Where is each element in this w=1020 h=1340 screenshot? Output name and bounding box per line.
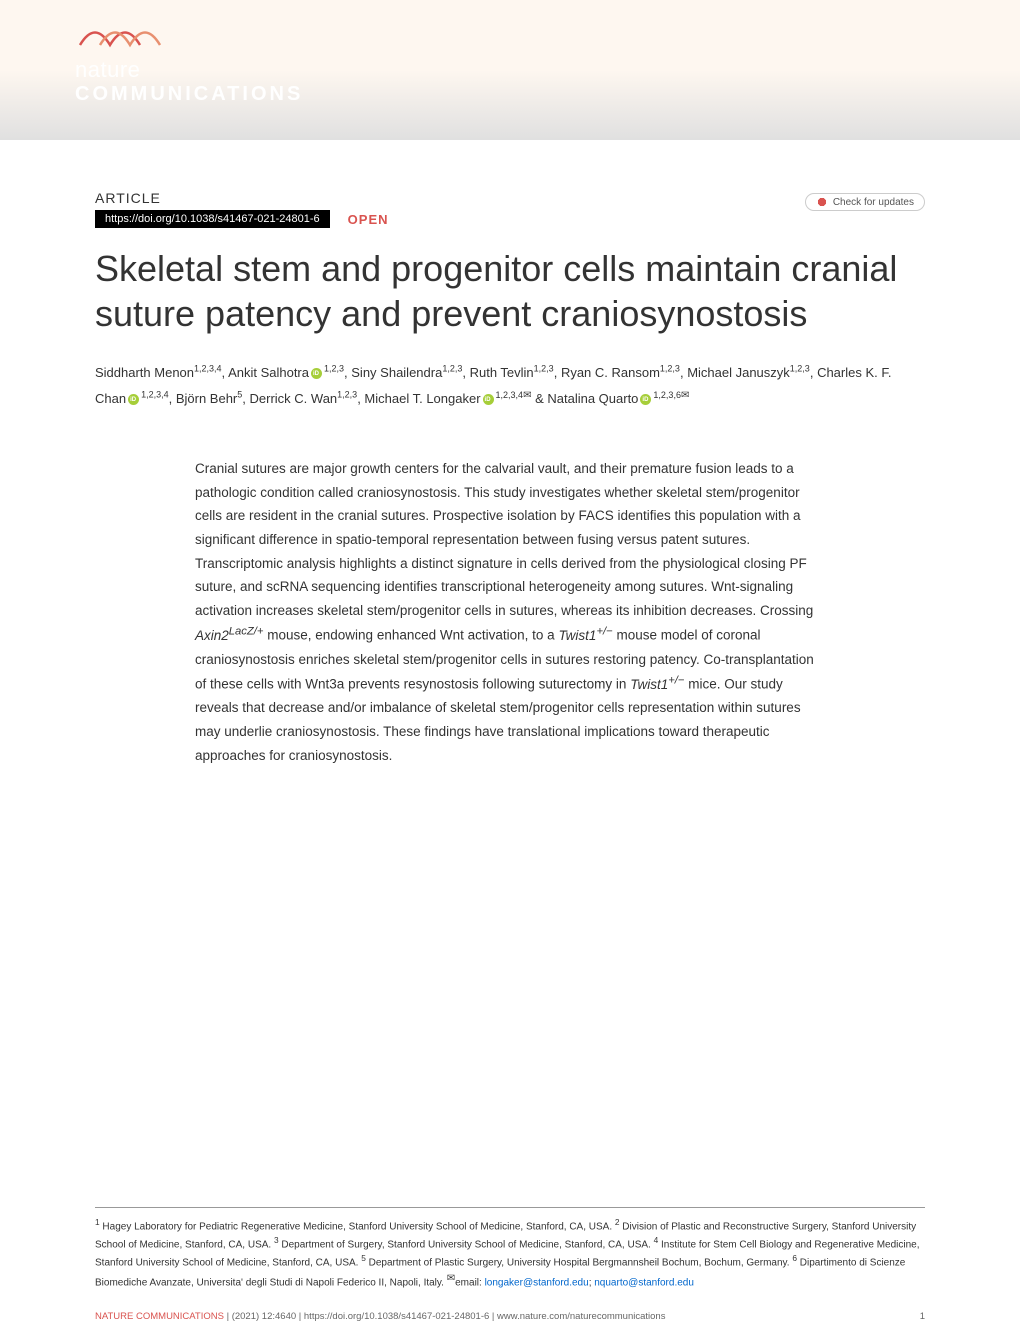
author: Natalina Quarto1,2,3,6✉: [547, 391, 689, 406]
page-footer: NATURE COMMUNICATIONS | (2021) 12:4640 |…: [95, 1311, 925, 1322]
author: Michael Januszyk1,2,3,: [687, 365, 817, 380]
author: Ruth Tevlin1,2,3,: [470, 365, 561, 380]
footer-left: NATURE COMMUNICATIONS | (2021) 12:4640 |…: [95, 1311, 665, 1322]
email-label: email:: [455, 1277, 482, 1288]
doi-row: https://doi.org/10.1038/s41467-021-24801…: [95, 210, 925, 228]
author: Björn Behr5,: [176, 391, 250, 406]
journal-name: nature COMMUNICATIONS: [75, 57, 303, 106]
logo-wave-icon: [75, 15, 215, 50]
orcid-icon[interactable]: [128, 394, 139, 405]
article-type-label: ARTICLE: [95, 190, 925, 206]
author: Siny Shailendra1,2,3,: [351, 365, 469, 380]
author-list: Siddharth Menon1,2,3,4, Ankit Salhotra1,…: [95, 361, 925, 412]
author: Ankit Salhotra1,2,3,: [228, 365, 351, 380]
corresponding-email-link[interactable]: longaker@stanford.edu: [485, 1277, 589, 1288]
abstract: Cranial sutures are major growth centers…: [195, 457, 815, 767]
open-access-badge: OPEN: [348, 212, 389, 227]
journal-logo: nature COMMUNICATIONS: [75, 15, 303, 106]
envelope-icon: ✉: [523, 390, 531, 401]
orcid-icon[interactable]: [483, 394, 494, 405]
author: Michael T. Longaker1,2,3,4✉ &: [364, 391, 547, 406]
footer-page-number: 1: [920, 1311, 925, 1322]
author: Derrick C. Wan1,2,3,: [250, 391, 365, 406]
author: Siddharth Menon1,2,3,4,: [95, 365, 228, 380]
footer-journal: NATURE COMMUNICATIONS: [95, 1311, 224, 1322]
envelope-icon: ✉: [681, 390, 689, 401]
footer-citation: (2021) 12:4640 | https://doi.org/10.1038…: [232, 1311, 666, 1322]
article-title: Skeletal stem and progenitor cells maint…: [95, 246, 925, 336]
author: Ryan C. Ransom1,2,3,: [561, 365, 687, 380]
check-updates-button[interactable]: Check for updates: [805, 193, 925, 211]
affiliations: 1 Hagey Laboratory for Pediatric Regener…: [95, 1207, 925, 1290]
journal-header: nature COMMUNICATIONS: [0, 0, 1020, 140]
article-content: ARTICLE https://doi.org/10.1038/s41467-0…: [0, 140, 1020, 797]
journal-name-line2: COMMUNICATIONS: [75, 83, 303, 106]
check-updates-icon: [816, 196, 828, 208]
envelope-icon: ✉: [447, 1273, 455, 1284]
check-updates-label: Check for updates: [833, 197, 914, 208]
journal-name-line1: nature: [75, 57, 303, 83]
orcid-icon[interactable]: [640, 394, 651, 405]
orcid-icon[interactable]: [311, 368, 322, 379]
doi-link[interactable]: https://doi.org/10.1038/s41467-021-24801…: [95, 210, 330, 228]
page: nature COMMUNICATIONS Check for updates …: [0, 0, 1020, 1340]
corresponding-email-link[interactable]: nquarto@stanford.edu: [594, 1277, 694, 1288]
